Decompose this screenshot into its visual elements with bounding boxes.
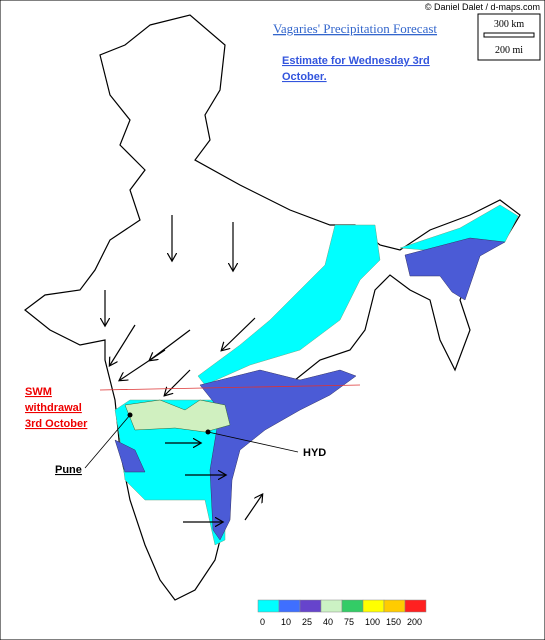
rain-zone xyxy=(199,369,357,541)
withdrawal-line xyxy=(99,384,361,391)
rain-zone xyxy=(114,439,146,473)
scale-mi: 200 mi xyxy=(495,45,523,56)
annotation: 3rd October xyxy=(25,418,88,430)
city-label: Pune xyxy=(55,464,82,476)
credit: © Daniel Dalet / d-maps.com xyxy=(425,2,540,12)
wind-arrow xyxy=(165,369,191,395)
legend-label: 150 xyxy=(386,617,401,627)
annotation: withdrawal xyxy=(24,402,82,414)
legend-swatch xyxy=(257,599,280,613)
wind-arrow xyxy=(150,329,191,360)
title: Vagaries' Precipitation Forecast xyxy=(273,21,437,36)
legend-swatch xyxy=(341,599,364,613)
legend: 0 10 25 40 75 100 150 200 xyxy=(257,599,427,627)
leader-line xyxy=(84,414,131,469)
wind-arrow xyxy=(110,324,136,365)
legend-swatch xyxy=(404,599,427,613)
legend-swatch xyxy=(383,599,406,613)
rain-zone xyxy=(404,237,506,301)
city-dot xyxy=(127,412,133,418)
city-dot xyxy=(205,429,211,435)
city-label: HYD xyxy=(303,447,326,459)
wind-arrow xyxy=(244,495,262,521)
legend-label: 100 xyxy=(365,617,380,627)
legend-label: 200 xyxy=(407,617,422,627)
subtitle: October. xyxy=(282,71,327,83)
scale-km: 300 km xyxy=(494,19,525,30)
wind-arrow xyxy=(222,317,256,350)
legend-label: 75 xyxy=(344,617,354,627)
subtitle: Estimate for Wednesday 3rd xyxy=(282,55,430,67)
legend-swatch xyxy=(299,599,322,613)
legend-swatch xyxy=(362,599,385,613)
scale-bar xyxy=(483,32,535,38)
legend-swatch xyxy=(278,599,301,613)
annotation: SWM xyxy=(25,386,52,398)
legend-swatch xyxy=(320,599,343,613)
legend-label: 40 xyxy=(323,617,333,627)
legend-label: 10 xyxy=(281,617,291,627)
legend-label: 0 xyxy=(260,617,265,627)
leader-line xyxy=(207,431,299,453)
rain-zone xyxy=(197,224,381,386)
rain-zone xyxy=(124,399,231,433)
legend-label: 25 xyxy=(302,617,312,627)
